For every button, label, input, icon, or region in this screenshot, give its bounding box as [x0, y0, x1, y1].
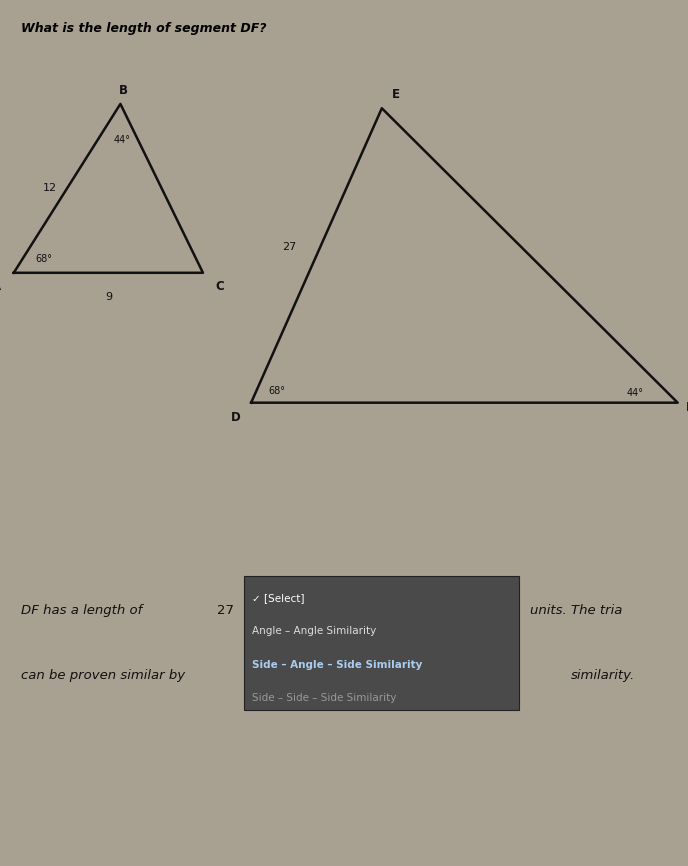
Text: units. The tria: units. The tria [530, 604, 622, 617]
Text: A: A [0, 280, 1, 293]
Text: Side – Side – Side Similarity: Side – Side – Side Similarity [252, 694, 397, 703]
Text: 44°: 44° [114, 135, 131, 145]
Text: ▾: ▾ [244, 605, 249, 616]
Text: 9: 9 [105, 292, 112, 302]
Text: 27: 27 [282, 242, 296, 252]
Text: 27: 27 [217, 604, 234, 617]
Text: C: C [215, 280, 224, 293]
Text: E: E [392, 88, 400, 101]
Text: can be proven similar by: can be proven similar by [21, 669, 185, 682]
Text: B: B [119, 84, 129, 97]
Text: 44°: 44° [626, 388, 643, 397]
Text: Side – Angle – Side Similarity: Side – Angle – Side Similarity [252, 660, 423, 669]
Text: 68°: 68° [36, 255, 53, 264]
FancyBboxPatch shape [244, 576, 519, 710]
Text: 68°: 68° [268, 386, 286, 396]
Text: similarity.: similarity. [571, 669, 635, 682]
Text: ✓ [Select]: ✓ [Select] [252, 592, 305, 603]
Text: D: D [231, 411, 241, 424]
Text: 12: 12 [43, 184, 57, 193]
Text: Angle – Angle Similarity: Angle – Angle Similarity [252, 626, 377, 637]
Text: DF has a length of: DF has a length of [21, 604, 142, 617]
Text: What is the length of segment DF?: What is the length of segment DF? [21, 22, 266, 35]
Text: F: F [686, 400, 688, 414]
